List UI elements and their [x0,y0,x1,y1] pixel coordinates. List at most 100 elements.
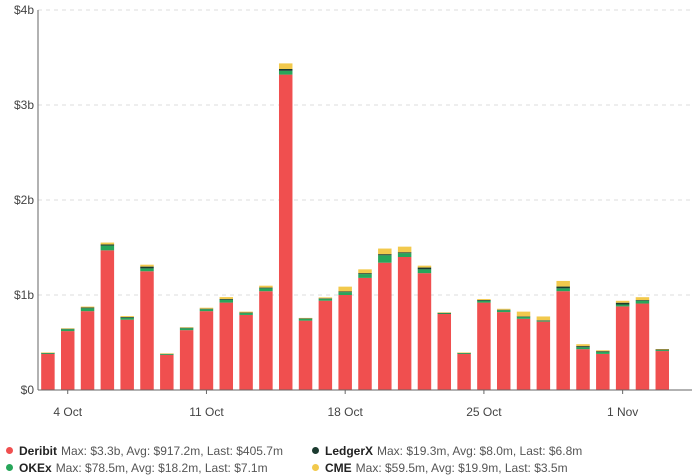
bar-deribit-20[interactable] [437,314,452,390]
bar-cme-7[interactable] [179,327,194,328]
bar-ledgerx-24[interactable] [516,316,531,317]
bar-cme-6[interactable] [160,353,174,354]
bar-deribit-0[interactable] [41,353,55,390]
bar-cme-2[interactable] [80,306,95,308]
bar-deribit-3[interactable] [100,250,115,390]
bar-ledgerx-19[interactable] [417,267,432,270]
bar-okex-20[interactable] [437,313,452,314]
bar-ledgerx-2[interactable] [80,307,95,309]
bar-okex-21[interactable] [457,352,471,354]
bar-deribit-12[interactable] [278,74,293,390]
bar-cme-24[interactable] [516,311,531,317]
bar-ledgerx-23[interactable] [496,309,511,311]
bar-okex-23[interactable] [496,310,511,313]
bar-cme-22[interactable] [477,298,491,300]
bar-ledgerx-22[interactable] [477,299,491,301]
bar-deribit-4[interactable] [120,319,134,390]
bar-ledgerx-10[interactable] [239,312,253,314]
bar-deribit-29[interactable] [615,306,630,390]
bar-deribit-25[interactable] [536,321,551,390]
bar-cme-15[interactable] [338,286,352,292]
bar-okex-7[interactable] [179,328,194,331]
bar-okex-14[interactable] [318,298,333,301]
bar-okex-9[interactable] [219,299,234,303]
bar-deribit-10[interactable] [239,314,253,390]
bar-okex-8[interactable] [199,309,214,312]
bar-cme-27[interactable] [576,344,590,347]
bar-cme-1[interactable] [60,328,75,329]
bar-cme-29[interactable] [615,300,630,303]
bar-ledgerx-27[interactable] [576,346,590,348]
bar-okex-31[interactable] [655,350,670,352]
bar-okex-12[interactable] [278,70,293,75]
bar-deribit-13[interactable] [298,320,313,390]
bar-cme-28[interactable] [596,350,610,352]
bar-ledgerx-17[interactable] [378,254,392,256]
bar-ledgerx-25[interactable] [536,320,551,321]
bar-cme-12[interactable] [278,63,293,69]
bar-ledgerx-30[interactable] [635,300,650,301]
bar-deribit-26[interactable] [556,291,570,390]
bar-cme-3[interactable] [100,242,115,245]
bar-okex-26[interactable] [556,288,570,292]
bar-deribit-30[interactable] [635,303,650,390]
bar-okex-11[interactable] [259,288,273,292]
bar-okex-10[interactable] [239,313,253,315]
bar-ledgerx-31[interactable] [655,349,670,351]
bar-okex-29[interactable] [615,304,630,307]
bar-okex-13[interactable] [298,318,313,321]
bar-deribit-19[interactable] [417,273,432,390]
bar-okex-4[interactable] [120,317,134,320]
bar-okex-17[interactable] [378,255,392,263]
bar-cme-19[interactable] [417,265,432,268]
bar-cme-11[interactable] [259,285,273,288]
legend-item-okex[interactable]: OKEx Max: $78.5m, Avg: $18.2m, Last: $7.1… [6,461,268,475]
bar-ledgerx-8[interactable] [199,308,214,310]
bar-okex-30[interactable] [635,300,650,304]
bar-okex-18[interactable] [397,253,412,257]
bar-ledgerx-15[interactable] [338,291,352,293]
bar-cme-26[interactable] [556,280,570,287]
bar-okex-3[interactable] [100,245,115,251]
bar-deribit-22[interactable] [477,302,491,390]
bar-ledgerx-5[interactable] [140,266,154,269]
bar-okex-6[interactable] [160,353,174,355]
bar-deribit-28[interactable] [596,353,610,390]
bar-ledgerx-26[interactable] [556,286,570,289]
bar-cme-9[interactable] [219,297,234,299]
bar-ledgerx-18[interactable] [397,252,412,254]
bar-cme-16[interactable] [358,269,372,274]
legend-item-deribit[interactable]: Deribit Max: $3.3b, Avg: $917.2m, Last: $… [6,444,283,458]
bar-ledgerx-12[interactable] [278,68,293,71]
bar-ledgerx-11[interactable] [259,287,273,289]
bar-okex-0[interactable] [41,352,55,354]
bar-cme-4[interactable] [120,316,134,318]
bar-cme-13[interactable] [298,317,313,319]
bar-deribit-8[interactable] [199,311,214,390]
bar-deribit-24[interactable] [516,318,531,390]
bar-okex-16[interactable] [358,274,372,278]
bar-deribit-27[interactable] [576,349,590,390]
bar-deribit-5[interactable] [140,271,154,390]
bar-deribit-2[interactable] [80,311,95,390]
bar-cme-30[interactable] [635,297,650,301]
bar-ledgerx-16[interactable] [358,273,372,275]
bar-ledgerx-13[interactable] [298,318,313,319]
bar-ledgerx-7[interactable] [179,327,194,329]
bar-cme-31[interactable] [655,349,670,350]
bar-deribit-23[interactable] [496,312,511,390]
bar-okex-25[interactable] [536,320,551,322]
bar-okex-28[interactable] [596,352,610,354]
bar-cme-18[interactable] [397,246,412,253]
bar-cme-23[interactable] [496,308,511,310]
bar-cme-20[interactable] [437,312,452,313]
bar-cme-14[interactable] [318,297,333,299]
bar-ledgerx-1[interactable] [60,328,75,330]
bar-cme-10[interactable] [239,311,253,313]
bar-deribit-14[interactable] [318,300,333,390]
bar-okex-24[interactable] [516,316,531,319]
bar-deribit-16[interactable] [358,277,372,390]
bar-ledgerx-28[interactable] [596,351,610,352]
bar-deribit-7[interactable] [179,330,194,390]
bar-ledgerx-29[interactable] [615,302,630,305]
